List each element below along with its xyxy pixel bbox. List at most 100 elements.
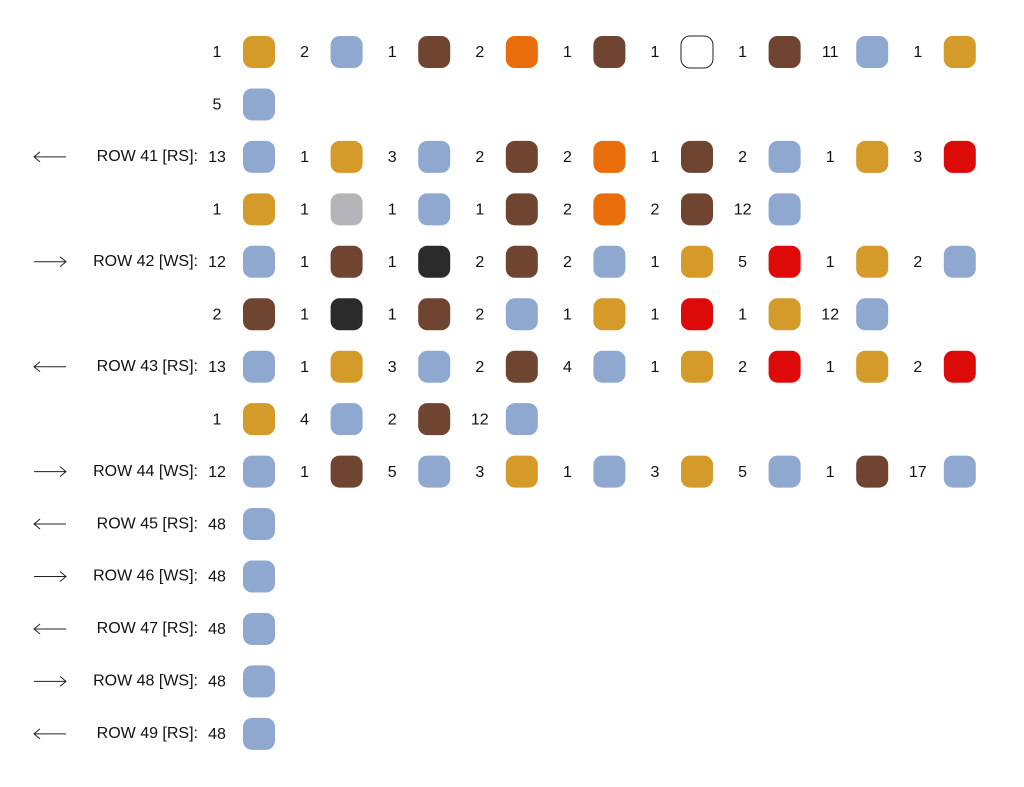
color-swatch [856, 298, 889, 331]
stitch-count: 1 [651, 44, 660, 61]
stitch-count: 2 [913, 359, 922, 376]
arrow-right [34, 256, 67, 268]
stitch-count: 12 [734, 202, 752, 219]
color-swatch [943, 350, 976, 383]
color-swatch [593, 245, 626, 278]
stitch-count: 2 [738, 149, 747, 166]
arrow-left [33, 361, 66, 373]
row-label: ROW 44 [WS]: [93, 463, 198, 480]
color-swatch [943, 140, 976, 173]
arrow-left [33, 518, 66, 530]
stitch-count: 2 [475, 254, 484, 271]
stitch-count: 3 [475, 464, 484, 481]
stitch-count: 1 [738, 44, 747, 61]
color-swatch [243, 245, 275, 278]
stitch-count: 4 [300, 411, 309, 428]
stitch-count: 1 [826, 464, 835, 481]
row-label: ROW 48 [WS]: [93, 673, 198, 690]
stitch-count: 48 [208, 569, 226, 586]
row-label: ROW 49 [RS]: [97, 725, 198, 742]
color-swatch [243, 612, 275, 645]
color-swatch [243, 36, 275, 68]
stitch-count: 13 [208, 359, 226, 376]
stitch-count: 11 [822, 44, 839, 61]
color-swatch [330, 298, 363, 331]
stitch-count: 12 [208, 464, 226, 481]
color-swatch [768, 455, 801, 488]
row-label: ROW 43 [RS]: [97, 358, 198, 375]
stitch-count: 48 [208, 674, 226, 691]
color-swatch [243, 508, 275, 541]
color-swatch [330, 140, 363, 173]
stitch-count: 2 [475, 44, 484, 61]
stitch-count: 17 [909, 464, 927, 481]
color-swatch [243, 298, 275, 331]
stitch-count: 2 [563, 254, 572, 271]
stitch-count: 1 [563, 306, 572, 323]
color-swatch [418, 245, 451, 278]
row-label: ROW 42 [WS]: [93, 253, 198, 270]
stitch-count: 13 [208, 149, 226, 166]
stitch-count: 1 [651, 149, 660, 166]
color-swatch [505, 298, 538, 331]
stitch-count: 1 [388, 202, 397, 219]
color-swatch [418, 298, 451, 331]
color-swatch [418, 36, 451, 68]
stitch-count: 12 [208, 254, 226, 271]
stitch-count: 1 [826, 254, 835, 271]
color-swatch [505, 36, 538, 68]
color-swatch [681, 140, 713, 173]
stitch-count: 1 [388, 44, 397, 61]
stitch-count: 2 [913, 254, 922, 271]
arrow-left [33, 728, 66, 740]
stitch-count: 1 [300, 306, 309, 323]
color-swatch [330, 193, 363, 226]
color-swatch [505, 140, 538, 173]
color-swatch [418, 403, 451, 436]
color-swatch [505, 193, 538, 226]
color-swatch [943, 455, 976, 488]
stitch-count: 2 [475, 306, 484, 323]
stitch-count: 2 [475, 359, 484, 376]
color-swatch [330, 245, 363, 278]
color-swatch [243, 140, 275, 173]
color-swatch [768, 298, 801, 331]
stitch-count: 1 [300, 359, 309, 376]
color-swatch [243, 665, 275, 698]
stitch-count: 1 [651, 359, 660, 376]
color-swatch [330, 455, 363, 488]
color-swatch [243, 560, 275, 593]
arrow-right [34, 676, 67, 687]
arrow-left [33, 623, 66, 635]
color-swatch [243, 88, 275, 121]
stitch-count: 1 [651, 254, 660, 271]
stitch-count: 2 [475, 149, 484, 166]
stitch-count: 3 [651, 464, 660, 481]
stitch-count: 1 [826, 359, 835, 376]
stitch-count: 1 [913, 44, 922, 61]
color-swatch [943, 245, 976, 278]
color-swatch [681, 298, 713, 331]
color-swatch [681, 193, 713, 226]
row-label: ROW 41 [RS]: [97, 148, 198, 165]
color-swatch [243, 455, 275, 488]
color-swatch [681, 245, 713, 278]
stitch-count: 5 [738, 254, 747, 271]
arrow-left [33, 151, 66, 163]
color-swatch [418, 350, 451, 383]
stitch-count: 1 [300, 464, 309, 481]
arrow-right [34, 571, 67, 582]
color-swatch [243, 350, 275, 383]
color-swatch [943, 36, 976, 68]
stitch-count: 1 [300, 202, 309, 219]
stitch-count: 48 [208, 726, 226, 743]
color-swatch [593, 193, 626, 226]
color-swatch [418, 140, 451, 173]
stitch-count: 2 [563, 149, 572, 166]
stitch-count: 1 [388, 306, 397, 323]
stitch-count: 2 [300, 44, 309, 61]
stitch-count: 4 [563, 359, 572, 376]
color-swatch [330, 350, 363, 383]
stitch-count: 1 [213, 411, 222, 428]
stitch-count: 48 [208, 621, 226, 638]
